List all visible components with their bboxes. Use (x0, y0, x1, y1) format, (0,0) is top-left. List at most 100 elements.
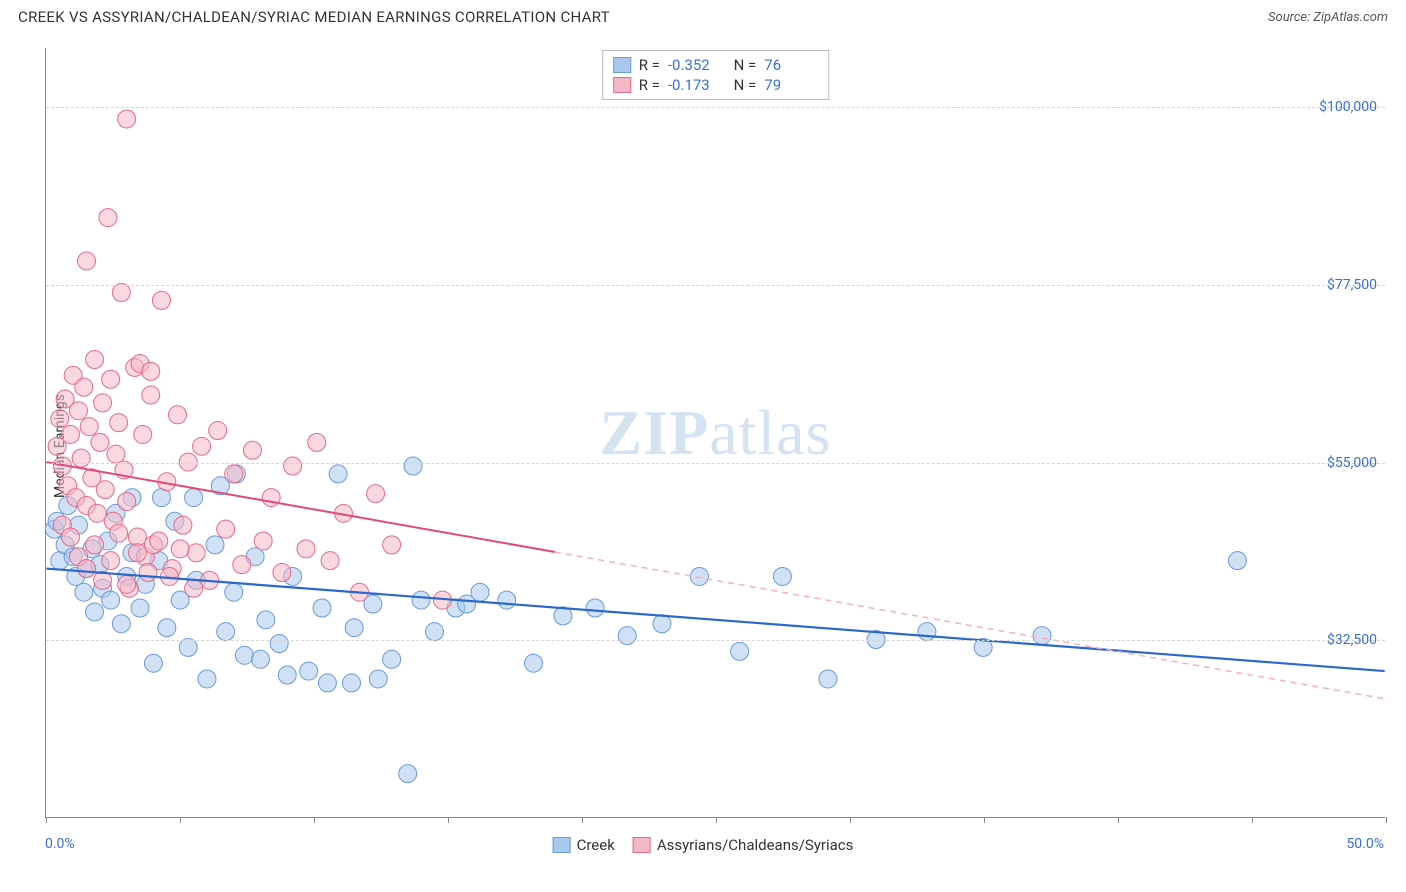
scatter-point (525, 654, 543, 672)
legend-swatch (613, 57, 631, 73)
scatter-point (112, 615, 130, 633)
scatter-point (233, 556, 251, 574)
scatter-point (75, 583, 93, 601)
scatter-point (80, 418, 98, 436)
scatter-point (61, 425, 79, 443)
scatter-point (171, 540, 189, 558)
scatter-point (110, 414, 128, 432)
stats-n-value: 76 (764, 56, 818, 74)
scatter-point (383, 536, 401, 554)
chart-title: CREEK VS ASSYRIAN/CHALDEAN/SYRIAC MEDIAN… (18, 8, 610, 26)
scatter-point (773, 567, 791, 585)
scatter-point (273, 564, 291, 582)
scatter-point (254, 532, 272, 550)
grid-line (46, 107, 1385, 108)
scatter-point (425, 623, 443, 641)
scatter-point (152, 291, 170, 309)
x-tick (850, 817, 851, 823)
scatter-point (72, 449, 90, 467)
scatter-point (99, 209, 117, 227)
scatter-point (206, 536, 224, 554)
legend-label: Assyrians/Chaldeans/Syriacs (657, 836, 854, 854)
stats-n-label: N = (730, 56, 756, 74)
x-tick (180, 817, 181, 823)
stats-row: R = -0.352 N = 76 (613, 55, 819, 75)
legend-swatch (553, 837, 571, 853)
scatter-point (618, 627, 636, 645)
scatter-point (318, 674, 336, 692)
scatter-point (343, 674, 361, 692)
scatter-point (86, 351, 104, 369)
scatter-point (313, 599, 331, 617)
scatter-point (152, 489, 170, 507)
bottom-legend: Creek Assyrians/Chaldeans/Syriacs (553, 836, 854, 854)
legend-label: Creek (577, 836, 615, 854)
scatter-point (88, 504, 106, 522)
stats-r-label: R = (639, 56, 660, 74)
scatter-point (498, 591, 516, 609)
scatter-point (329, 465, 347, 483)
scatter-point (297, 540, 315, 558)
legend-swatch (633, 837, 651, 853)
scatter-point (243, 441, 261, 459)
chart-container: CREEK VS ASSYRIAN/CHALDEAN/SYRIAC MEDIAN… (0, 0, 1406, 892)
x-tick (1386, 817, 1387, 823)
scatter-point (404, 457, 422, 475)
scatter-point (383, 650, 401, 668)
scatter-point (102, 552, 120, 570)
scatter-point (458, 595, 476, 613)
scatter-point (185, 489, 203, 507)
title-bar: CREEK VS ASSYRIAN/CHALDEAN/SYRIAC MEDIAN… (0, 0, 1406, 32)
scatter-point (918, 623, 936, 641)
scatter-point (78, 560, 96, 578)
y-tick-label: $55,000 (1327, 455, 1377, 471)
x-axis-max-label: 50.0% (1346, 836, 1384, 852)
grid-line (46, 463, 1385, 464)
scatter-point (1228, 552, 1246, 570)
scatter-point (134, 425, 152, 443)
scatter-point (139, 564, 157, 582)
grid-line (46, 640, 1385, 641)
scatter-point (225, 583, 243, 601)
scatter-point (102, 591, 120, 609)
scatter-point (61, 528, 79, 546)
scatter-point (217, 623, 235, 641)
scatter-point (102, 370, 120, 388)
scatter-point (369, 670, 387, 688)
stats-row: R =-0.173 N =79 (613, 75, 819, 95)
plot-area: ZIPatlas R =-0.352 N =76R =-0.173 N =79 … (45, 48, 1385, 818)
x-tick (716, 817, 717, 823)
grid-line (46, 285, 1385, 286)
x-tick (314, 817, 315, 823)
scatter-point (144, 654, 162, 672)
scatter-point (225, 465, 243, 483)
scatter-point (653, 615, 671, 633)
legend-item: Creek (553, 836, 615, 854)
source-label: Source: ZipAtlas.com (1268, 10, 1388, 25)
scatter-point (86, 603, 104, 621)
plot-svg (46, 48, 1385, 817)
scatter-point (367, 485, 385, 503)
x-tick (1118, 817, 1119, 823)
stats-n-label: N = (730, 76, 756, 94)
scatter-point (174, 516, 192, 534)
scatter-point (412, 591, 430, 609)
stats-n-value: 79 (764, 76, 818, 94)
scatter-point (169, 406, 187, 424)
scatter-point (96, 481, 114, 499)
regression-line-dashed (555, 552, 1385, 699)
scatter-point (217, 520, 235, 538)
scatter-point (690, 567, 708, 585)
scatter-point (819, 670, 837, 688)
y-tick-label: $32,500 (1327, 632, 1377, 648)
legend-item: Assyrians/Chaldeans/Syriacs (633, 836, 854, 854)
scatter-point (118, 110, 136, 128)
scatter-point (107, 445, 125, 463)
stats-r-value: -0.173 (668, 76, 722, 94)
x-tick (448, 817, 449, 823)
scatter-point (75, 378, 93, 396)
stats-r-value: -0.352 (668, 56, 722, 74)
scatter-point (78, 252, 96, 270)
scatter-point (284, 457, 302, 475)
scatter-point (345, 619, 363, 637)
